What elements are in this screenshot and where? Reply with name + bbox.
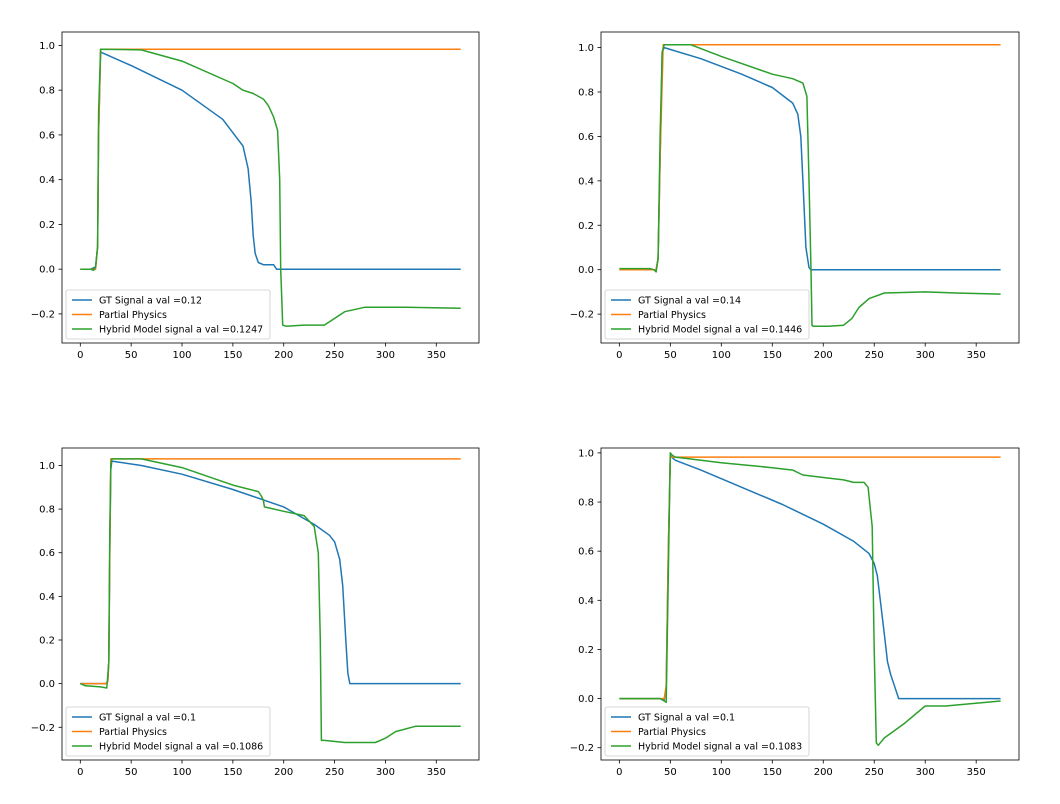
series-line-hybrid: [619, 452, 1001, 747]
series-line-partial: [80, 48, 461, 270]
axes-frame: [61, 31, 480, 344]
series-line-gt: [80, 51, 461, 270]
legend-label: GT Signal a val =0.1: [638, 713, 735, 724]
y-tick-label: 0.0: [39, 265, 55, 276]
y-tick-label: 0.0: [578, 265, 594, 276]
legend-label: Partial Physics: [638, 727, 706, 738]
x-tick-label: 150: [763, 767, 782, 778]
legend-box: [65, 706, 271, 757]
x-tick-label: 150: [223, 350, 242, 361]
legend-label: Partial Physics: [99, 310, 167, 321]
series-line-gt: [80, 460, 461, 685]
series-line-gt: [619, 454, 1001, 701]
x-tick-label: 200: [274, 767, 293, 778]
y-tick-label: 0.0: [578, 694, 594, 705]
series-line-partial: [80, 458, 461, 685]
x-tick-label: 350: [427, 350, 446, 361]
legend-label: Hybrid Model signal a val =0.1247: [99, 325, 263, 336]
x-tick-label: 50: [125, 350, 138, 361]
subplot-4: 0 50 100 150 200 250 300 350 −0.2 0.0 0.2 0.4 0.6 0.8…: [570, 447, 1020, 778]
legend: GT Signal a val =0.1 Partial Physics Hybri…: [65, 706, 271, 757]
legend: GT Signal a val =0.12 Partial Physics Hybr…: [65, 289, 271, 340]
legend-label: Hybrid Model signal a val =0.1083: [638, 742, 802, 753]
y-tick-label: −0.2: [31, 309, 55, 320]
series-line-hybrid: [80, 48, 461, 327]
y-tick-label: 0.2: [578, 221, 594, 232]
axes-frame: [600, 31, 1020, 344]
x-tick-label: 0: [616, 767, 622, 778]
legend-label: GT Signal a val =0.14: [638, 296, 741, 307]
x-tick-label: 150: [763, 350, 782, 361]
y-tick-label: 0.2: [578, 645, 594, 656]
legend-box: [65, 289, 271, 340]
x-tick-label: 0: [77, 767, 83, 778]
subplot-3: 0 50 100 150 200 250 300 350 −0.2 0.0 0.2 0.4 0.6 0.8…: [31, 447, 480, 778]
y-tick-label: −0.2: [570, 310, 594, 321]
y-tick-label: 0.8: [578, 498, 594, 509]
legend-label: GT Signal a val =0.12: [99, 296, 202, 307]
x-tick-label: 250: [865, 767, 884, 778]
legend-box: [604, 706, 810, 757]
x-tick-label: 300: [376, 767, 395, 778]
x-tick-label: 150: [223, 767, 242, 778]
x-tick-label: 250: [865, 350, 884, 361]
y-tick-label: 0.4: [578, 596, 594, 607]
x-tick-label: 300: [916, 767, 935, 778]
x-tick-label: 50: [664, 767, 677, 778]
x-tick-label: 250: [325, 767, 344, 778]
x-tick-label: 0: [616, 350, 622, 361]
y-tick-label: 0.6: [39, 130, 55, 141]
subplot-1: 0 50 100 150 200 250 300 350 −0.2 0.0 0.2 0.4 0.6 0.8…: [31, 31, 480, 361]
axes-frame: [600, 447, 1020, 761]
series-line-hybrid: [80, 458, 461, 744]
x-tick-label: 0: [77, 350, 83, 361]
subplot-2: 0 50 100 150 200 250 300 350 −0.2 0.0 0.2 0.4 0.6 0.8…: [570, 31, 1020, 361]
y-tick-label: 1.0: [39, 41, 55, 52]
x-tick-label: 200: [274, 350, 293, 361]
series-line-partial: [619, 456, 1001, 700]
x-tick-label: 350: [967, 350, 986, 361]
x-tick-label: 350: [967, 767, 986, 778]
x-tick-label: 200: [814, 767, 833, 778]
y-tick-label: 1.0: [39, 461, 55, 472]
legend: GT Signal a val =0.1 Partial Physics Hybri…: [604, 706, 810, 757]
x-tick-label: 200: [814, 350, 833, 361]
y-tick-label: 0.8: [39, 86, 55, 97]
y-tick-label: −0.2: [31, 723, 55, 734]
x-tick-label: 50: [125, 767, 138, 778]
y-tick-label: 0.4: [578, 176, 594, 187]
legend-label: Hybrid Model signal a val =0.1446: [638, 325, 802, 336]
y-tick-label: 0.2: [39, 636, 55, 647]
x-tick-label: 250: [325, 350, 344, 361]
x-tick-label: 100: [172, 350, 191, 361]
y-tick-label: 0.4: [39, 175, 55, 186]
y-tick-label: 0.4: [39, 592, 55, 603]
x-tick-label: 50: [664, 350, 677, 361]
legend-box: [604, 289, 810, 340]
series-line-hybrid: [619, 43, 1001, 328]
x-tick-label: 300: [376, 350, 395, 361]
y-tick-label: 0.8: [39, 505, 55, 516]
axes-frame: [61, 447, 480, 761]
y-tick-label: −0.2: [570, 743, 594, 754]
x-tick-label: 300: [916, 350, 935, 361]
y-tick-label: 0.0: [39, 679, 55, 690]
x-tick-label: 100: [172, 767, 191, 778]
y-tick-label: 1.0: [578, 43, 594, 54]
y-tick-label: 0.6: [39, 548, 55, 559]
legend-label: Partial Physics: [638, 310, 706, 321]
y-tick-label: 0.6: [578, 547, 594, 558]
x-tick-label: 100: [712, 350, 731, 361]
legend-label: Hybrid Model signal a val =0.1086: [99, 742, 263, 753]
legend: GT Signal a val =0.14 Partial Physics Hybr…: [604, 289, 810, 340]
legend-label: GT Signal a val =0.1: [99, 713, 196, 724]
legend-label: Partial Physics: [99, 727, 167, 738]
x-tick-label: 100: [712, 767, 731, 778]
y-tick-label: 0.2: [39, 220, 55, 231]
y-tick-label: 0.6: [578, 132, 594, 143]
y-tick-label: 0.8: [578, 87, 594, 98]
x-tick-label: 350: [427, 767, 446, 778]
y-tick-label: 1.0: [578, 448, 594, 459]
